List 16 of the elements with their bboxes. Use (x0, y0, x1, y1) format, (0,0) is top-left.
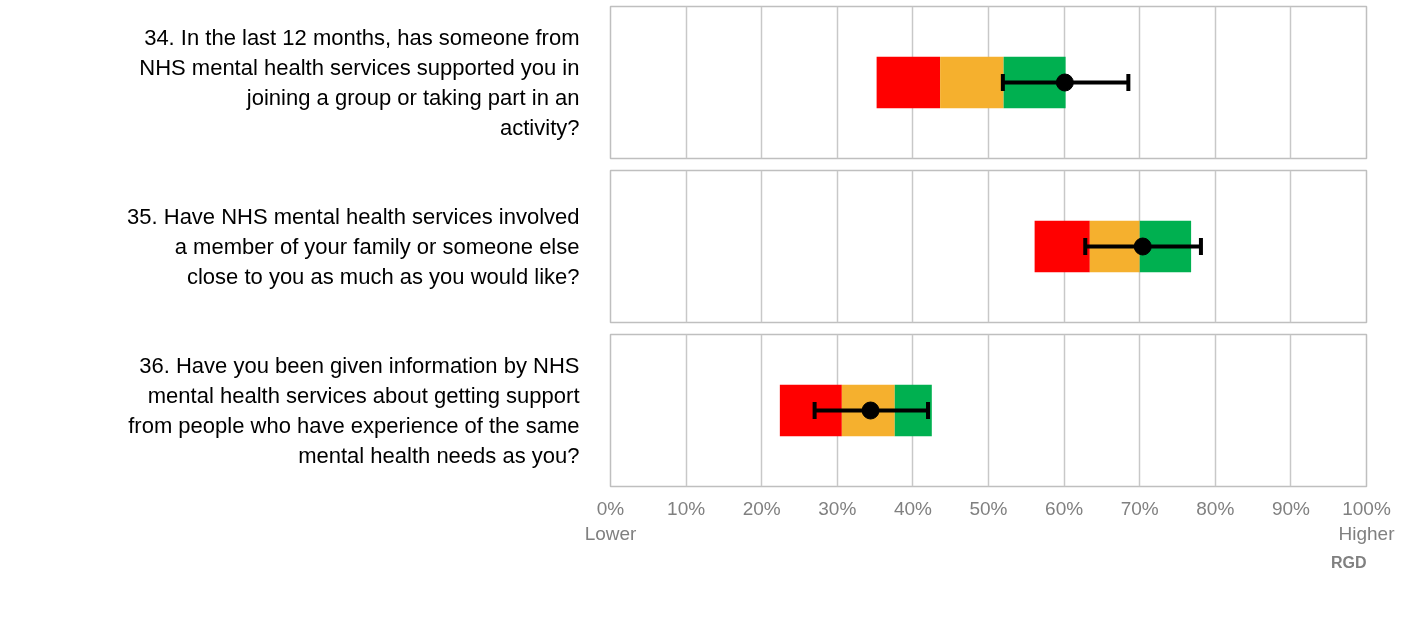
text: RGD (1330, 553, 1367, 571)
x-tick-label: 40% (893, 497, 933, 519)
y-tick-label: 34. In the last 12 months, has someone from NHS mental health services supported you in joining a group or taking part in an activity? (139, 25, 580, 140)
x-tick-label: 90% (1271, 497, 1311, 519)
y-tick-label: 35. Have NHS mental health services involved a member of your family or someone else close to you as much as you would like? (127, 204, 580, 289)
x-tick-label: 80% (1196, 497, 1235, 519)
x-tick-label: 100% Higher (1338, 497, 1396, 544)
x-tick-label: 30% (818, 497, 857, 519)
x-tick-label: 70% (1120, 497, 1159, 519)
bar (779, 384, 842, 437)
x-tick-label: 60% (1045, 497, 1084, 519)
x-tick-label: 20% (742, 497, 781, 519)
y-tick-label: 36. Have you been given information by NHS mental health services about getting support from people who have experience of the same mental health needs as you? (128, 353, 580, 468)
x-tick-label: 50% (969, 497, 1008, 519)
x-tick-label: 0% Lower (584, 497, 638, 544)
x-tick-label: 10% (667, 497, 706, 519)
